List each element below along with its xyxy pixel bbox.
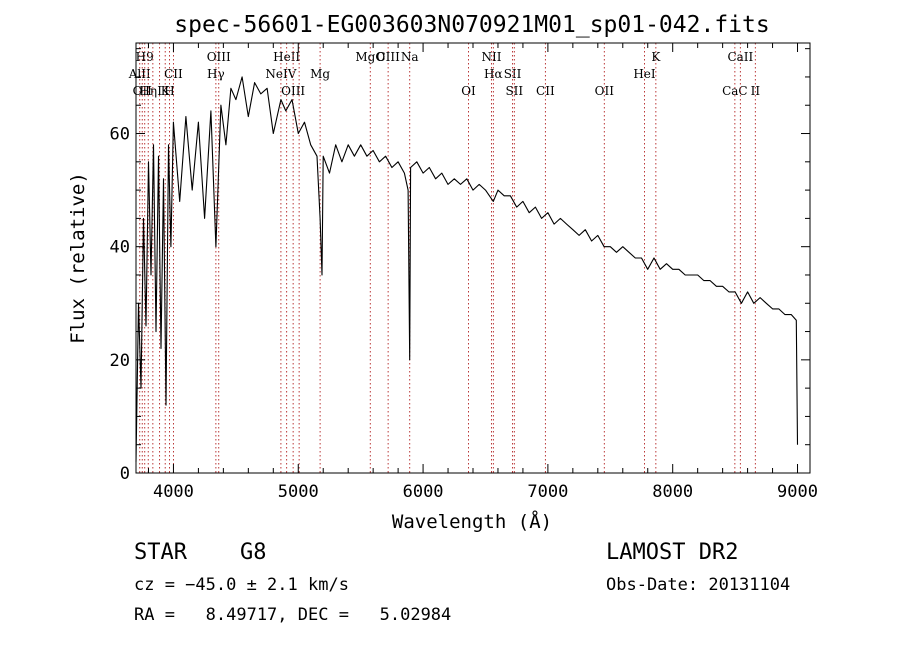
line-marker-label: HeII xyxy=(273,50,300,64)
axis-ticks: 4000 5000 6000 7000 8000 9000 0 20 40 60 xyxy=(110,43,818,502)
line-marker-label: Na xyxy=(401,50,419,64)
line-marker-label: CaII xyxy=(727,50,753,64)
star-class: STAR xyxy=(134,540,188,565)
line-marker-label: AlII xyxy=(128,67,151,81)
line-marker-label: K xyxy=(651,50,661,64)
line-marker-label: SII xyxy=(505,84,523,98)
line-marker-label: II xyxy=(751,84,761,98)
line-marker-label: HeI xyxy=(633,67,656,81)
line-marker-label: Mg xyxy=(310,67,330,81)
line-marker-label: OI xyxy=(461,84,476,98)
x-axis-label: Wavelength (Å) xyxy=(392,510,552,533)
chart-title: spec-56601-EG003603N070921M01_sp01-042.f… xyxy=(174,12,769,38)
x-tick-label: 8000 xyxy=(652,482,693,502)
line-marker-label: Hγ xyxy=(207,67,225,81)
line-marker-label: OIII xyxy=(207,50,231,64)
spectrum-series xyxy=(135,76,799,462)
line-marker-label: NeIV xyxy=(265,67,296,81)
line-marker-label: CIII xyxy=(376,50,400,64)
y-tick-label: 0 xyxy=(120,464,130,484)
coordinates: RA = 8.49717, DEC = 5.02984 xyxy=(134,605,451,625)
y-tick-label: 60 xyxy=(110,125,130,145)
line-marker-label: H9 xyxy=(136,50,154,64)
line-marker-label: NII xyxy=(481,50,501,64)
line-marker-label: OIII xyxy=(281,84,305,98)
line-marker-label: OII xyxy=(133,84,153,98)
plot-frame xyxy=(135,42,811,474)
x-tick-label: 9000 xyxy=(777,482,818,502)
y-tick-label: 40 xyxy=(110,238,130,258)
x-tick-label: 7000 xyxy=(527,482,568,502)
line-marker-label: CII xyxy=(536,84,555,98)
line-marker-label: SII xyxy=(504,67,522,81)
y-axis-label: Flux (relative) xyxy=(67,172,89,344)
line-marker-label: Hα xyxy=(484,67,503,81)
line-marker-label: CaC xyxy=(722,84,748,98)
x-tick-label: 4000 xyxy=(153,482,194,502)
line-marker-label: CII xyxy=(164,67,183,81)
line-marker-label: Hη xyxy=(139,84,157,98)
x-tick-label: 6000 xyxy=(403,482,444,502)
line-marker-label: MgO xyxy=(355,50,385,64)
redshift-cz: cz = −45.0 ± 2.1 km/s xyxy=(134,575,349,595)
line-marker-label: K xyxy=(161,84,171,98)
obs-date: Obs-Date: 20131104 xyxy=(606,575,790,595)
survey-name: LAMOST DR2 xyxy=(606,540,738,565)
spectral-subclass: G8 xyxy=(240,540,267,565)
spectrum-line xyxy=(135,76,799,462)
line-marker-label: OII xyxy=(595,84,615,98)
line-marker-label: H xyxy=(164,84,174,98)
y-tick-label: 20 xyxy=(110,351,130,371)
x-tick-label: 5000 xyxy=(278,482,319,502)
line-marker-label: I xyxy=(157,84,162,98)
